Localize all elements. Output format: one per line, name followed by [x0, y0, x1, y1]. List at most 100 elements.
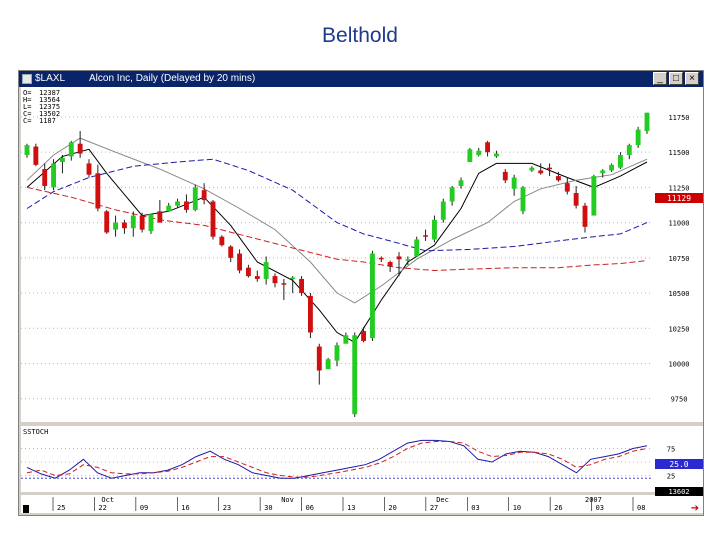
candle-body	[24, 145, 30, 155]
date-tick-label: 03	[471, 504, 479, 512]
date-tick-label: 08	[637, 504, 645, 512]
chart-window: $LAXL Alcon Inc, Daily (Delayed by 20 mi…	[18, 70, 704, 516]
candle-body	[130, 215, 136, 229]
candle-body	[183, 201, 189, 210]
oscillator-marker-box	[655, 459, 703, 469]
price-candles	[24, 112, 650, 417]
candle-body	[51, 163, 57, 188]
oscillator-tick-label: 75	[667, 446, 675, 454]
ticker-symbol: $LAXL	[35, 73, 66, 84]
price-tick-label: 10250	[668, 325, 689, 333]
chart-canvas: 11750 11500 11250 11000 10750 10500 10250 10000…	[21, 87, 703, 514]
price-axis-labels: 11750 11500 11250 11000 10750 10500 10250 10000…	[668, 114, 689, 404]
candle-body	[95, 173, 101, 209]
price-tick-label: 11000	[668, 220, 689, 228]
oscillator-marker: 25.0	[655, 459, 703, 469]
candle-body	[458, 180, 464, 186]
month-label: Dec	[436, 496, 449, 504]
candle-body	[511, 177, 517, 189]
moving-average-line	[26, 137, 648, 304]
slide-title: Belthold	[322, 24, 398, 47]
candle-body	[68, 142, 74, 157]
candle-body	[343, 335, 349, 344]
candle-body	[210, 201, 216, 237]
last-value-box	[655, 487, 703, 496]
ohlc-legend: O= 12387 H= 13564 L= 12375 C= 13502 C= 1…	[23, 89, 60, 125]
price-panel	[21, 87, 653, 422]
price-tick-label: 11500	[668, 149, 689, 157]
candle-body	[502, 171, 508, 181]
window-description: Alcon Inc, Daily (Delayed by 20 mins)	[89, 73, 256, 84]
date-axis	[21, 495, 653, 513]
date-tick-label: 30	[264, 504, 272, 512]
legend-value-close: 13502	[39, 110, 60, 118]
price-tick-label: 10500	[668, 290, 689, 298]
oscillator-grid	[21, 448, 653, 479]
candle-body	[547, 167, 553, 170]
price-axis	[653, 87, 703, 422]
price-tick-label: 11750	[668, 114, 689, 122]
candle-body	[33, 146, 39, 165]
candle-body	[245, 267, 251, 277]
candle-body	[263, 262, 269, 279]
oscillator-marker-label: 25.0	[669, 460, 688, 469]
candle-body	[59, 157, 65, 163]
price-marker-box	[655, 193, 703, 203]
candle-body	[564, 183, 570, 192]
date-tick-label: 26	[554, 504, 562, 512]
oscillator-line	[26, 439, 648, 479]
candle-body	[77, 143, 83, 154]
candle-body	[387, 262, 393, 267]
candle-body	[139, 215, 145, 230]
oscillator-line	[26, 441, 648, 478]
candle-body	[555, 176, 561, 181]
date-tick-label: 16	[181, 504, 189, 512]
date-tick-label: 09	[140, 504, 148, 512]
candle-body	[254, 276, 260, 279]
candle-body	[609, 164, 615, 171]
candle-body	[529, 167, 535, 171]
candle-body	[493, 153, 499, 157]
close-button[interactable]: ×	[685, 72, 699, 85]
minimize-button[interactable]: _	[653, 72, 667, 85]
candle-body	[485, 142, 491, 153]
maximize-button[interactable]: □	[669, 72, 683, 85]
candle-body	[431, 219, 437, 240]
date-tick-label: 10	[513, 504, 521, 512]
candle-body	[440, 201, 446, 220]
legend-label-close: C=	[23, 110, 31, 118]
candle-body	[299, 278, 305, 294]
candle-body	[148, 214, 154, 232]
candle-body	[228, 246, 234, 258]
scroll-right-arrow-icon[interactable]: ➔	[691, 503, 699, 514]
candle-body	[626, 145, 632, 155]
date-tick-label: 23	[223, 504, 231, 512]
candle-body	[86, 163, 92, 175]
candle-body	[635, 129, 641, 146]
month-label: 2007	[585, 496, 602, 504]
legend-value-open: 12387	[39, 89, 60, 97]
last-value-label: 13602	[668, 488, 689, 496]
candle-body	[157, 211, 163, 223]
candle-body	[334, 345, 340, 361]
price-tick-label: 10000	[668, 360, 689, 368]
candle-body	[219, 236, 225, 246]
candle-body	[325, 359, 331, 370]
window-controls: _ □ ×	[653, 72, 699, 85]
candle-body	[307, 295, 313, 333]
candle-body	[121, 222, 127, 229]
window-titlebar[interactable]: $LAXL Alcon Inc, Daily (Delayed by 20 mi…	[19, 71, 703, 87]
scroll-start-marker[interactable]	[23, 505, 29, 513]
candle-body	[600, 170, 606, 174]
month-label: Nov	[281, 496, 294, 504]
moving-average-line	[26, 158, 648, 252]
candle-body	[414, 239, 420, 257]
legend-value-change: 1187	[39, 117, 56, 125]
candle-body	[405, 259, 411, 261]
date-axis-labels: 25 22 09 16 23 30 06 13 20 27 03 10 26 03 08 Oct Nov Dec 2…	[52, 496, 645, 512]
oscillator-panel	[21, 426, 653, 492]
candle-body	[316, 346, 322, 371]
candle-body	[166, 205, 172, 212]
candle-body	[644, 112, 650, 132]
price-tick-label: 11250	[668, 184, 689, 192]
